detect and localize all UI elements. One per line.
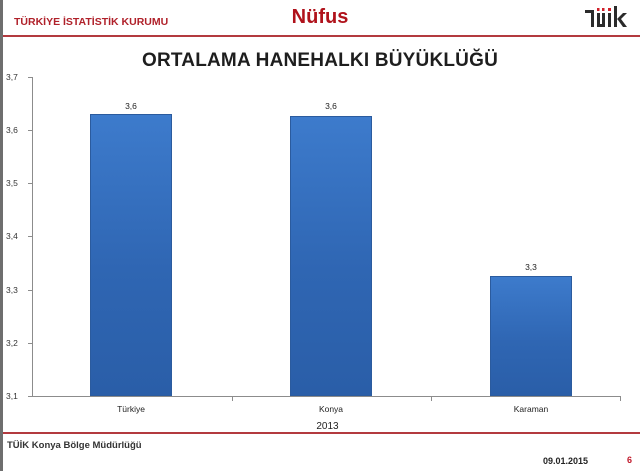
y-tick-label: 3,3: [6, 285, 18, 295]
y-tick-label: 3,7: [6, 72, 18, 82]
y-tick: [28, 183, 33, 184]
x-tick: [431, 396, 432, 401]
section-title: Nüfus: [291, 6, 349, 28]
chart-title: ORTALAMA HANEHALKI BÜYÜKLÜĞÜ: [141, 50, 498, 71]
y-tick-label: 3,6: [6, 125, 18, 135]
x-tick: [620, 396, 621, 401]
bar-value-label: 3,6: [325, 101, 337, 111]
y-tick: [28, 343, 33, 344]
bar-value-label: 3,6: [125, 101, 137, 111]
page-number: 6: [627, 455, 633, 465]
org-name: TÜRKİYE İSTATİSTİK KURUMU: [14, 16, 169, 28]
x-axis-title: 2013: [316, 421, 339, 432]
y-tick-label: 3,4: [6, 231, 18, 241]
y-tick: [28, 290, 33, 291]
y-tick: [28, 396, 33, 397]
y-tick-label: 3,5: [6, 178, 18, 188]
bar-karaman: [490, 276, 572, 396]
y-tick: [28, 236, 33, 237]
header-divider: [3, 35, 640, 37]
footer-office: TÜİK Konya Bölge Müdürlüğü: [7, 440, 142, 451]
bar-konya: [290, 116, 372, 396]
tuik-logo-icon: [585, 6, 627, 27]
category-label: Türkiye: [117, 404, 145, 414]
slide-left-border: [0, 0, 3, 471]
y-tick-label: 3,1: [6, 391, 18, 401]
category-label: Konya: [318, 404, 344, 414]
bar-turkiye: [90, 114, 172, 396]
x-tick: [232, 396, 233, 401]
y-tick: [28, 130, 33, 131]
bar-value-label: 3,3: [525, 262, 537, 272]
footer-date: 09.01.2015: [543, 456, 589, 466]
category-label: Karaman: [513, 404, 549, 414]
y-tick-label: 3,2: [6, 338, 18, 348]
y-tick: [28, 77, 33, 78]
x-axis: [32, 396, 621, 397]
footer-divider: [3, 432, 640, 434]
